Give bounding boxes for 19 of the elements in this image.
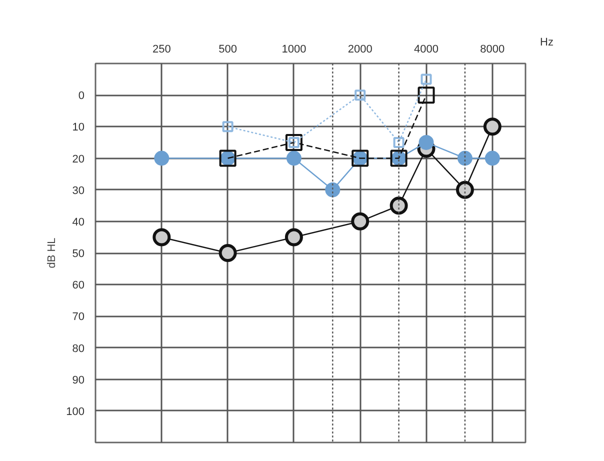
y-tick-label: 0: [78, 90, 85, 102]
y-tick-label: 80: [72, 342, 85, 355]
y-tick-label: 10: [72, 122, 85, 134]
x-tick-label: 250: [152, 44, 171, 56]
y-tick-label: 20: [72, 153, 85, 166]
y-tick-label: 50: [72, 248, 85, 260]
y-tick-label: 30: [72, 184, 85, 197]
y-axis-title: dB HL: [46, 238, 58, 268]
y-tick-label: 70: [72, 311, 85, 324]
x-axis-title: Hz: [540, 36, 554, 48]
x-tick-label: 8000: [480, 44, 505, 56]
y-tick-label: 60: [72, 280, 85, 292]
y-tick-label: 40: [72, 216, 85, 228]
x-tick-label: 4000: [414, 44, 439, 56]
x-tick-label: 2000: [348, 44, 372, 56]
y-tick-label: 90: [72, 374, 85, 386]
x-tick-label: 1000: [282, 44, 306, 56]
y-tick-label: 100: [66, 406, 85, 418]
x-tick-label: 500: [218, 44, 237, 56]
